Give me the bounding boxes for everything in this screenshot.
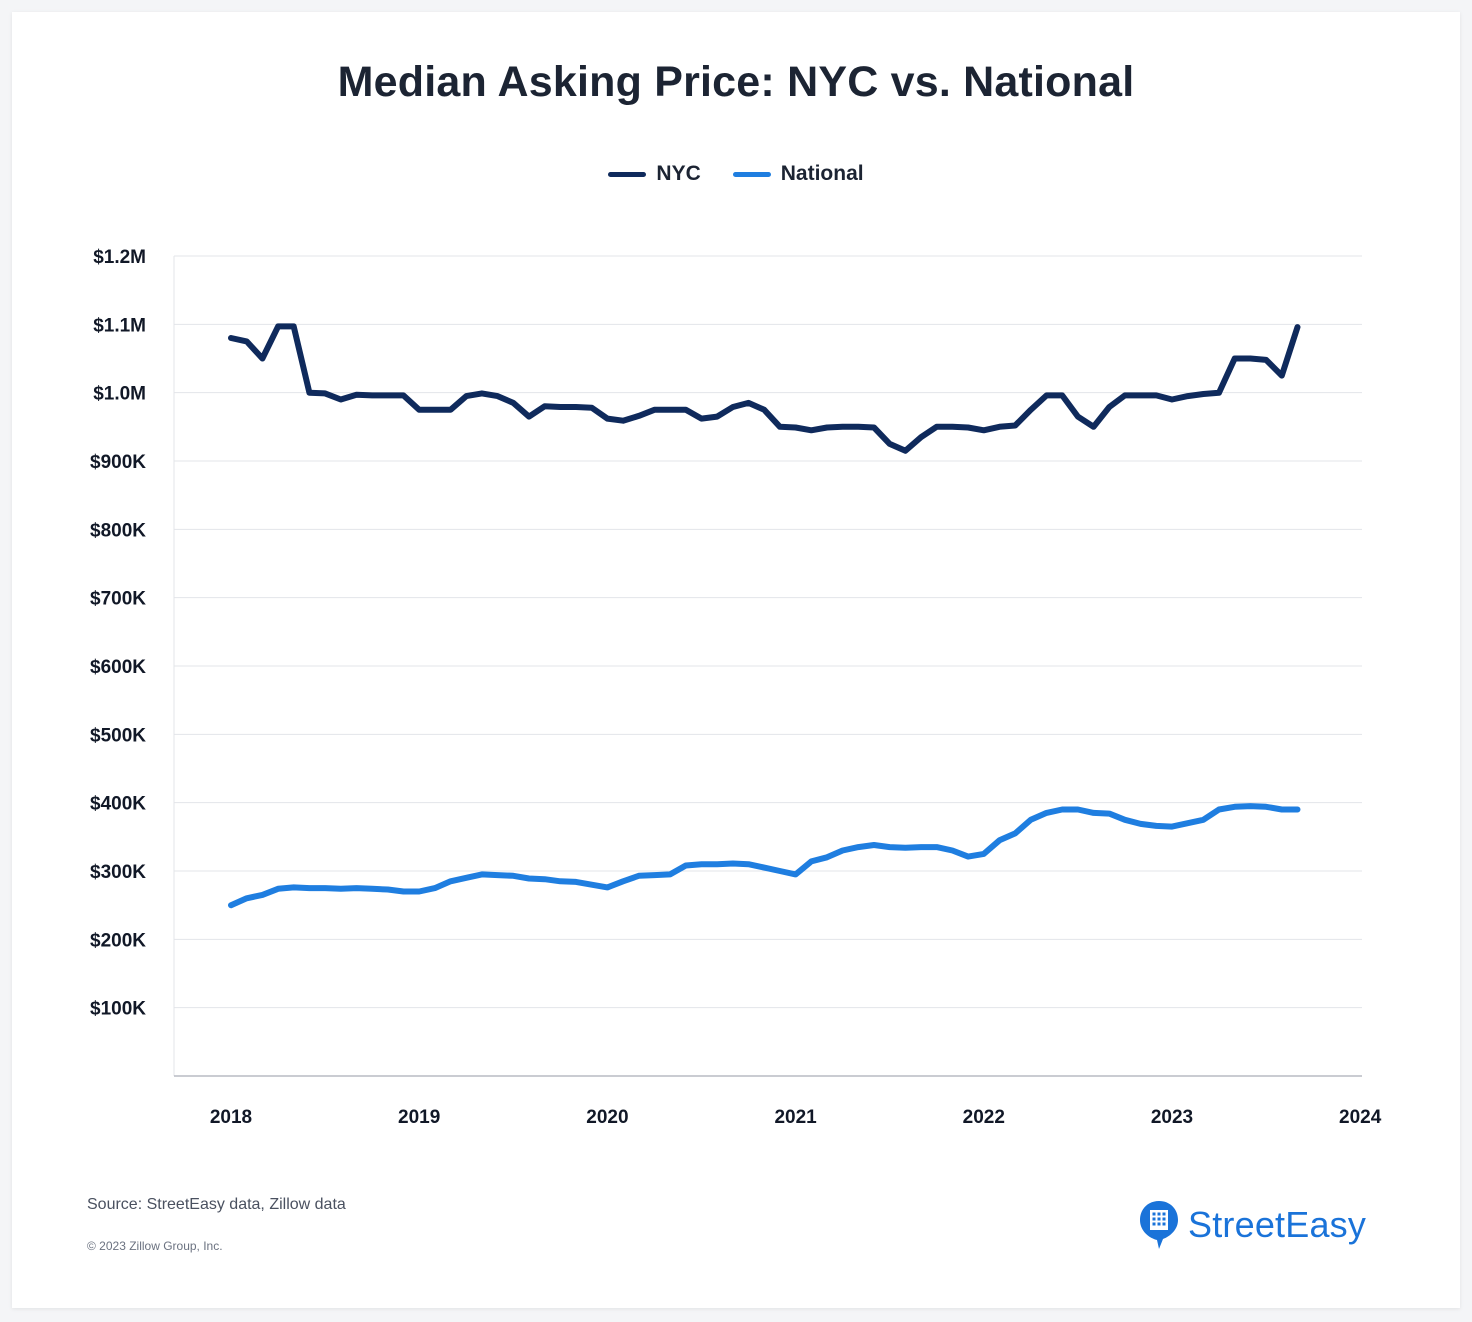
y-tick-label: $400K xyxy=(90,794,146,815)
copyright-note: © 2023 Zillow Group, Inc. xyxy=(87,1239,223,1253)
y-tick-label: $500K xyxy=(90,725,146,746)
y-tick-label: $800K xyxy=(90,520,146,541)
brand-logo: StreetEasy xyxy=(1138,1200,1366,1250)
y-tick-label: $900K xyxy=(90,452,146,473)
x-tick-label: 2018 xyxy=(210,1107,252,1128)
y-tick-labels: $100K $200K $300K $400K $500K $600K $700K $800K… xyxy=(90,247,146,1020)
y-tick-label: $1.2M xyxy=(93,247,146,268)
x-tick-labels: 2018 2019 2020 2021 2022 2023 2024 xyxy=(210,1107,1382,1128)
x-tick-label: 2021 xyxy=(774,1107,817,1128)
series-line-nyc xyxy=(228,323,1301,454)
chart-card xyxy=(12,12,1460,1308)
y-tick-label: $1.1M xyxy=(93,315,146,336)
x-tick-label: 2024 xyxy=(1339,1107,1382,1128)
legend-label-nyc: NYC xyxy=(656,162,701,185)
brand-name: StreetEasy xyxy=(1188,1204,1367,1245)
legend-swatch-national xyxy=(732,171,771,177)
series-lines xyxy=(228,323,1301,909)
x-tick-label: 2022 xyxy=(963,1107,1005,1128)
axes xyxy=(173,256,1362,1077)
x-tick-label: 2023 xyxy=(1151,1107,1193,1128)
chart-title: Median Asking Price: NYC vs. National xyxy=(337,58,1135,106)
series-line-national xyxy=(228,803,1301,909)
x-tick-label: 2020 xyxy=(586,1107,628,1128)
legend-item-nyc: NYC xyxy=(608,162,701,186)
x-tick-label: 2019 xyxy=(398,1107,440,1128)
source-note: Source: StreetEasy data, Zillow data xyxy=(87,1196,346,1213)
grid-lines xyxy=(174,255,1362,1009)
y-tick-label: $600K xyxy=(90,657,146,678)
legend-item-national: National xyxy=(732,162,864,186)
chart-legend: NYC National xyxy=(0,162,1472,186)
y-tick-label: $1.0M xyxy=(93,384,146,405)
legend-label-national: National xyxy=(780,162,864,185)
y-tick-label: $100K xyxy=(90,999,146,1020)
legend-swatch-nyc xyxy=(608,171,647,177)
y-tick-label: $200K xyxy=(90,930,146,951)
y-tick-label: $700K xyxy=(90,589,146,610)
y-tick-label: $300K xyxy=(90,862,146,883)
building-pin-icon xyxy=(1140,1201,1178,1249)
